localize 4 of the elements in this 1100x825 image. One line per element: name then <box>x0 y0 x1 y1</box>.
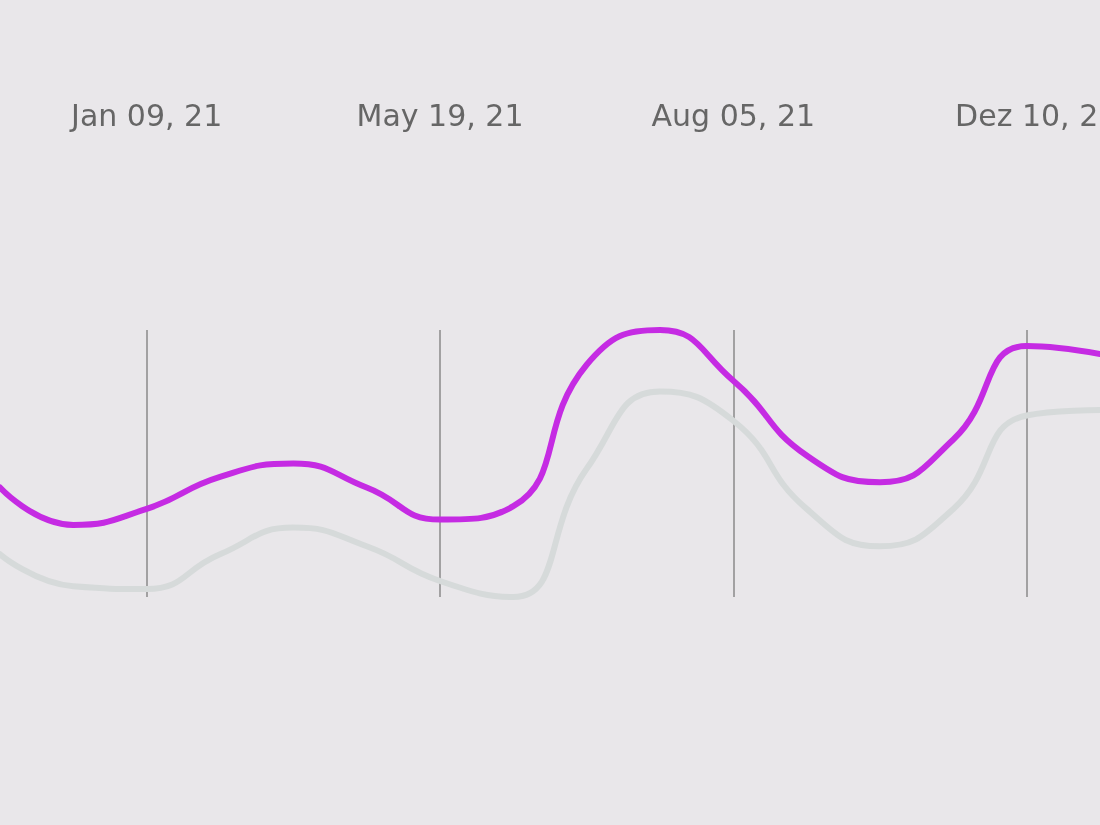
x-tick-label: Jan 09, 21 <box>69 97 223 133</box>
x-tick-label: Aug 05, 21 <box>651 97 816 133</box>
x-tick-label: May 19, 21 <box>356 97 524 133</box>
x-tick-label: Dez 10, 2 <box>955 97 1099 133</box>
